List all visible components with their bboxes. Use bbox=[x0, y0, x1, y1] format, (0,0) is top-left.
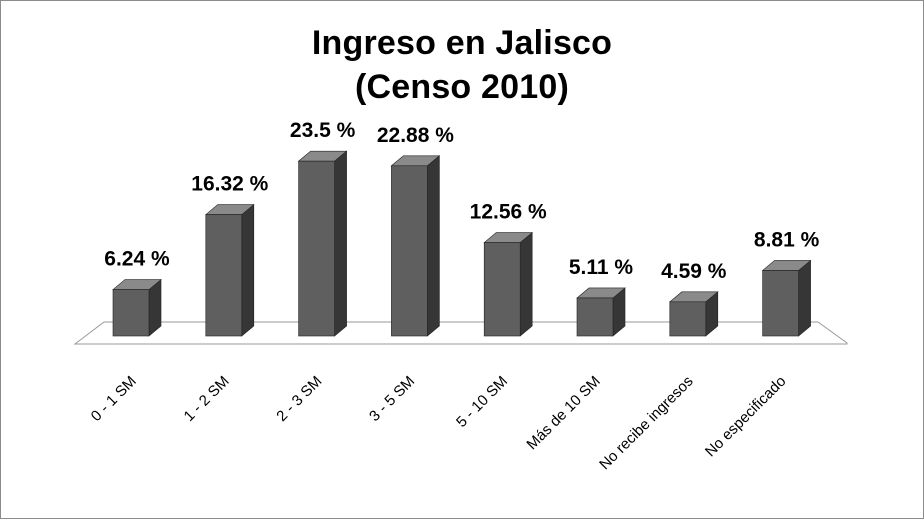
chart-floor bbox=[73, 321, 848, 345]
bar-front-face bbox=[762, 270, 799, 337]
bar-front-face bbox=[298, 160, 335, 337]
data-label: 8.81 % bbox=[754, 228, 820, 251]
category-label: No recibe ingresos bbox=[596, 373, 696, 473]
bar-side-face bbox=[241, 203, 255, 337]
data-label: 5.11 % bbox=[569, 256, 634, 279]
bar bbox=[483, 231, 534, 337]
category-label: 1 - 2 SM bbox=[181, 373, 233, 425]
chart-subtitle: (Censo 2010) bbox=[354, 68, 570, 106]
bar-front-face bbox=[391, 165, 428, 337]
data-label: 6.24 % bbox=[104, 248, 170, 271]
category-label: No especificado bbox=[702, 373, 789, 460]
chart-title: Ingreso en Jalisco bbox=[311, 24, 613, 62]
category-label: 2 - 3 SM bbox=[273, 373, 325, 425]
bar-front-face bbox=[112, 289, 150, 337]
category-labels-group: 0 - 1 SM 1 - 2 SM 2 - 3 SM 3 - 5 SM 5 - 10 S… bbox=[88, 373, 790, 473]
category-label: 0 - 1 SM bbox=[88, 373, 140, 425]
bar-side-face bbox=[798, 259, 811, 337]
chart-floor-group bbox=[73, 321, 848, 345]
category-label: Más de 10 SM bbox=[523, 373, 603, 453]
bar bbox=[112, 278, 162, 337]
bar-side-face bbox=[519, 231, 533, 337]
bar-front-face bbox=[576, 297, 614, 337]
bar bbox=[297, 150, 348, 337]
data-label: 12.56 % bbox=[470, 201, 547, 224]
data-label: 4.59 % bbox=[661, 260, 727, 283]
bar-side-face bbox=[427, 155, 440, 337]
bar bbox=[390, 155, 441, 337]
bar bbox=[668, 291, 719, 337]
data-label: 23.5 % bbox=[290, 119, 356, 142]
data-labels-group: 6.24 % 16.32 % 23.5 % 22.88 % 12.56 % 5.11 % 4… bbox=[104, 119, 819, 283]
data-label: 16.32 % bbox=[191, 173, 268, 196]
bar-side-face bbox=[334, 150, 347, 337]
bar-front-face bbox=[205, 214, 243, 337]
bar-front-face bbox=[483, 242, 521, 337]
bar-front-face bbox=[669, 301, 707, 337]
bar bbox=[761, 259, 812, 337]
bar bbox=[204, 203, 255, 337]
bars-group bbox=[112, 150, 812, 337]
category-label: 5 - 10 SM bbox=[453, 373, 511, 431]
category-label: 3 - 5 SM bbox=[366, 373, 418, 425]
bar bbox=[576, 287, 626, 337]
data-label: 22.88 % bbox=[377, 124, 454, 147]
